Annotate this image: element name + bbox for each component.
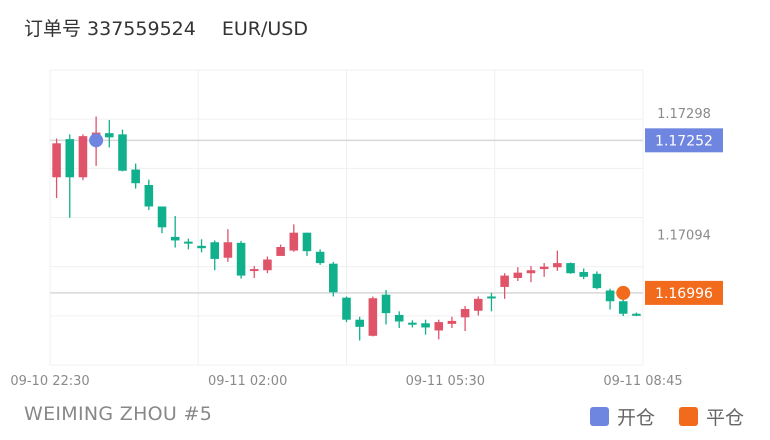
- candle-body: [52, 143, 61, 178]
- candle-body: [276, 247, 285, 256]
- candle-body: [473, 298, 483, 311]
- legend-item-close: 平仓: [678, 403, 744, 430]
- x-tick-label: 09-11 02:00: [208, 374, 287, 389]
- candle-body: [539, 266, 549, 270]
- candle-body: [118, 134, 127, 171]
- candle-body: [263, 259, 272, 271]
- candle-body: [302, 232, 312, 252]
- candle-body: [197, 245, 206, 249]
- candle-body: [487, 296, 496, 299]
- legend-item-open: 开仓: [589, 403, 655, 430]
- candle-body: [315, 251, 325, 264]
- candle-body: [381, 294, 391, 314]
- y-tick-label: 1.17094: [657, 228, 711, 243]
- candle-body: [170, 236, 180, 241]
- candle-body: [579, 272, 588, 277]
- candle-body: [342, 297, 351, 320]
- candle-body: [460, 308, 470, 318]
- candlestick-chart: 1.17298 1.17094 1.17252 1.16996 09-10 22:30 0…: [10, 69, 723, 389]
- candle-body: [210, 242, 220, 259]
- x-tick-label: 09-11 05:30: [406, 374, 485, 389]
- candle-body: [394, 314, 404, 322]
- candle-body: [236, 242, 246, 276]
- candle-body: [157, 206, 167, 228]
- candle-body: [78, 136, 88, 178]
- candle-body: [632, 313, 641, 316]
- x-tick-label: 09-10 22:30: [10, 374, 89, 389]
- close-price-tag-label: 1.16996: [655, 286, 713, 302]
- legend-label-close: 平仓: [705, 407, 744, 429]
- candle-body: [249, 269, 259, 272]
- candle-body: [223, 242, 233, 258]
- legend-label-open: 开仓: [616, 407, 655, 429]
- candle-body: [329, 263, 338, 293]
- candle-body: [289, 232, 299, 251]
- candle-body: [592, 273, 602, 289]
- chart-legend: 开仓 平仓: [566, 403, 744, 430]
- close-swatch: [678, 407, 698, 426]
- candle-body: [605, 290, 615, 302]
- candle-body: [355, 319, 364, 327]
- open-price-tag-label: 1.17252: [655, 133, 713, 149]
- close-price-tag: [645, 280, 723, 305]
- candle-body: [144, 185, 154, 207]
- candle-body: [434, 322, 444, 331]
- candle-body: [447, 320, 457, 324]
- account-name: WEIMING ZHOU #5: [24, 403, 213, 425]
- order-number: 订单号 337559524: [24, 18, 196, 40]
- candle-body: [131, 169, 140, 184]
- x-tick-label: 09-11 08:45: [603, 374, 682, 389]
- chart-header: 订单号 337559524 EUR/USD: [24, 14, 334, 41]
- close-marker: [616, 285, 631, 300]
- open-price-tag: [645, 128, 723, 153]
- symbol-label: EUR/USD: [221, 18, 308, 40]
- candle-body: [421, 323, 430, 328]
- candle-body: [618, 301, 628, 314]
- y-tick-label: 1.17298: [657, 107, 711, 122]
- candle-body: [184, 241, 193, 244]
- open-swatch: [589, 407, 609, 426]
- open-marker: [89, 133, 104, 148]
- candle-body: [513, 272, 523, 278]
- candle-body: [408, 322, 417, 325]
- candle-body: [566, 263, 575, 274]
- candle-body: [526, 270, 536, 274]
- candle-body: [500, 275, 509, 287]
- candle-body: [368, 298, 378, 336]
- candle-body: [553, 263, 562, 268]
- candle-body: [65, 139, 75, 178]
- candle-body: [105, 133, 114, 138]
